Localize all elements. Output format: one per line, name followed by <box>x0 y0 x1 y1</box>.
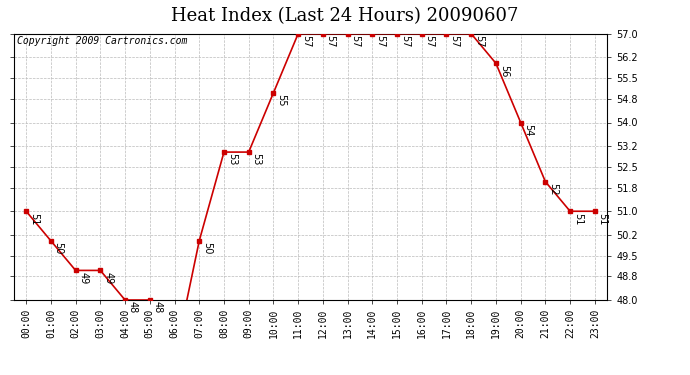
Text: 50: 50 <box>54 242 63 255</box>
Text: 46: 46 <box>0 374 1 375</box>
Text: 57: 57 <box>326 35 335 48</box>
Text: 54: 54 <box>524 124 533 136</box>
Text: 51: 51 <box>29 213 39 225</box>
Text: 57: 57 <box>400 35 410 48</box>
Text: 49: 49 <box>103 272 113 284</box>
Text: Heat Index (Last 24 Hours) 20090607: Heat Index (Last 24 Hours) 20090607 <box>171 8 519 26</box>
Text: 51: 51 <box>598 213 608 225</box>
Text: 57: 57 <box>474 35 484 48</box>
Text: 57: 57 <box>375 35 385 48</box>
Text: 48: 48 <box>152 302 163 313</box>
Text: 52: 52 <box>548 183 558 195</box>
Text: 53: 53 <box>251 153 262 166</box>
Text: 49: 49 <box>79 272 88 284</box>
Text: 57: 57 <box>449 35 460 48</box>
Text: Copyright 2009 Cartronics.com: Copyright 2009 Cartronics.com <box>17 36 187 46</box>
Text: 50: 50 <box>202 242 212 255</box>
Text: 53: 53 <box>227 153 237 166</box>
Text: 57: 57 <box>424 35 435 48</box>
Text: 48: 48 <box>128 302 138 313</box>
Text: 57: 57 <box>301 35 311 48</box>
Text: 56: 56 <box>499 65 509 77</box>
Text: 57: 57 <box>351 35 360 48</box>
Text: 55: 55 <box>276 94 286 107</box>
Text: 51: 51 <box>573 213 583 225</box>
